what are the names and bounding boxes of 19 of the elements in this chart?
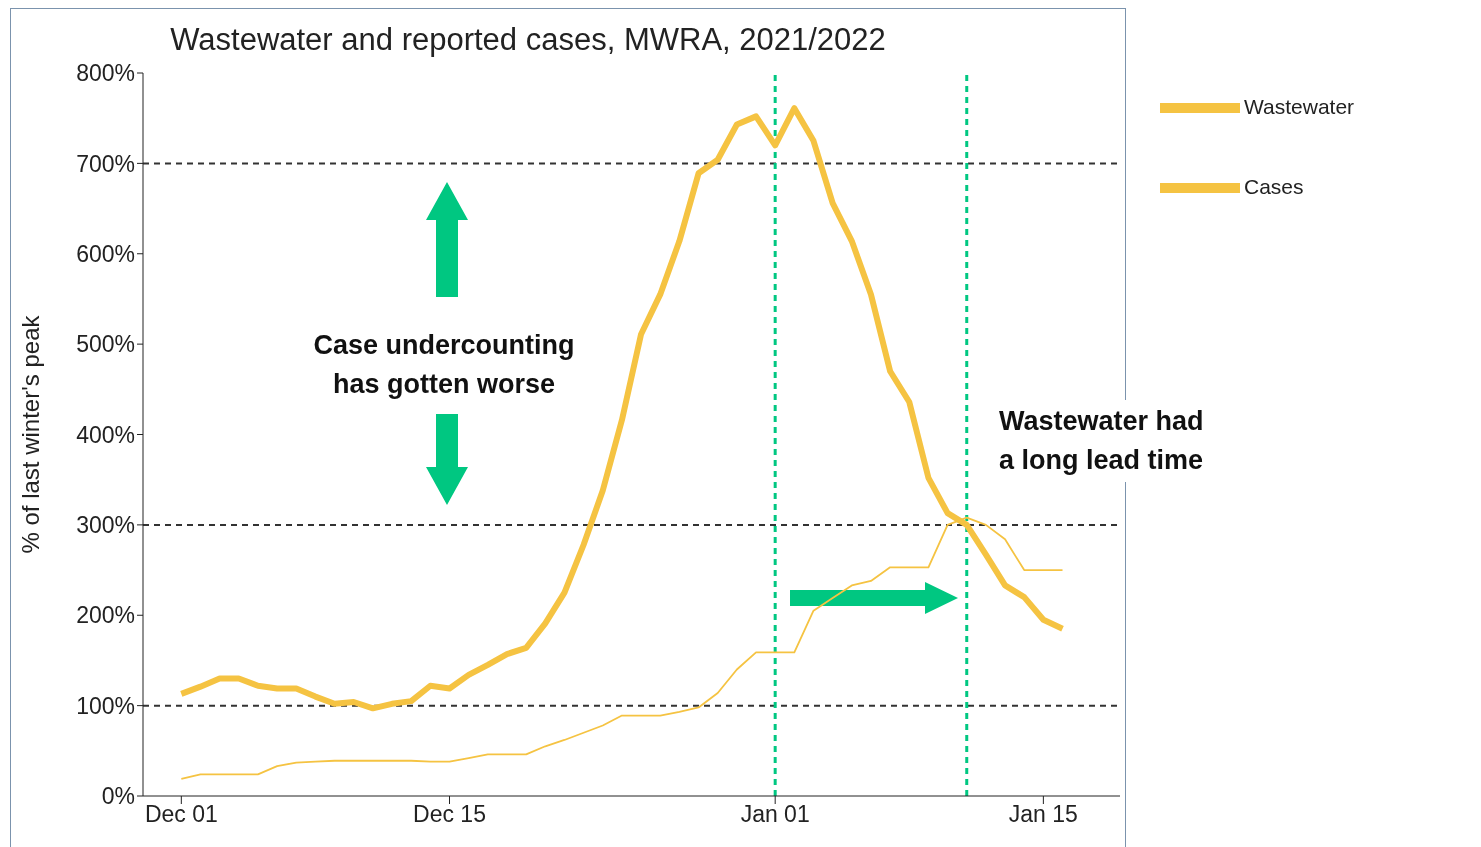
annotation: Wastewater had a long lead time — [993, 400, 1230, 482]
y-tick-label: 400% — [76, 421, 135, 448]
annotation: Case undercounting has gotten worse — [312, 329, 576, 401]
x-tick-label: Dec 15 — [413, 801, 486, 828]
y-tick-label: 0% — [101, 783, 135, 810]
x-tick-label: Jan 15 — [1008, 801, 1078, 828]
y-tick-label: 300% — [76, 512, 135, 539]
y-tick-label: 200% — [76, 602, 135, 629]
chart-title: Wastewater and reported cases, MWRA, 2021/2022 — [169, 22, 887, 58]
y-tick-label: 500% — [76, 331, 135, 358]
x-tick-label: Dec 01 — [144, 801, 218, 828]
y-axis-title: % of last winter's peak — [16, 314, 44, 554]
y-tick-label: 700% — [76, 150, 135, 177]
legend-label: Wastewater — [1244, 94, 1355, 118]
y-tick-label: 600% — [76, 240, 135, 267]
y-tick-label: 800% — [76, 60, 135, 87]
legend-label: Cases — [1244, 174, 1304, 198]
x-tick-label: Jan 01 — [740, 801, 810, 828]
y-tick-label: 100% — [76, 692, 135, 719]
